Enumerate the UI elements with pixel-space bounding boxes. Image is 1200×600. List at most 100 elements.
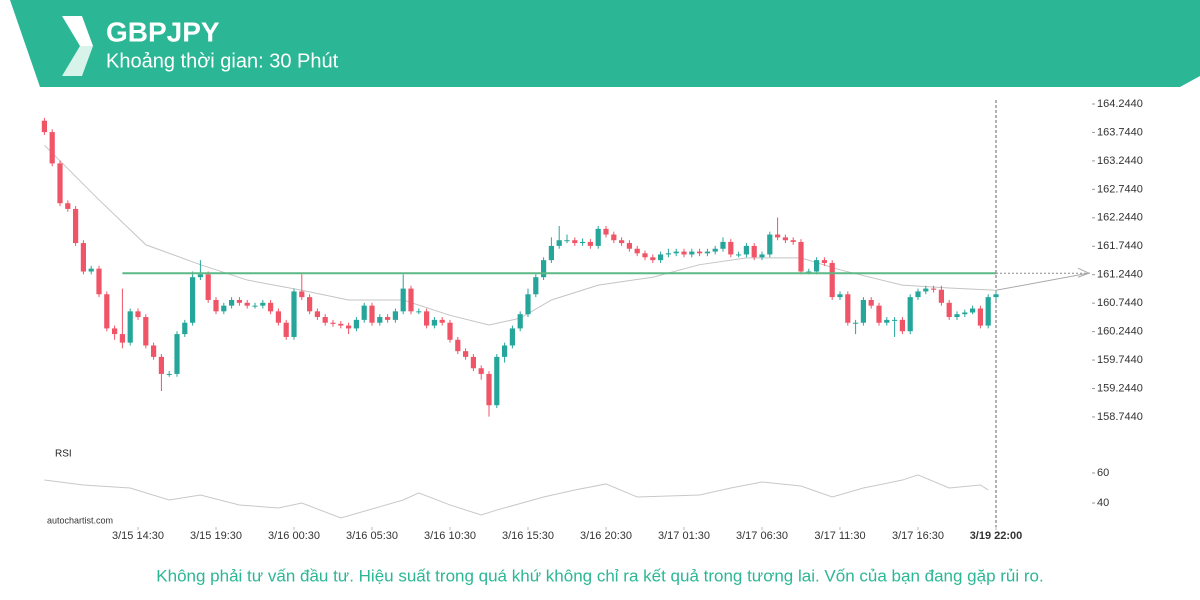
candle-body bbox=[158, 356, 164, 374]
candle-body bbox=[151, 345, 157, 357]
y-tick-label: 158.7440 bbox=[1097, 411, 1143, 423]
candle-body bbox=[385, 317, 391, 320]
candle-body bbox=[814, 260, 820, 272]
candle-body bbox=[322, 317, 328, 323]
candle-body bbox=[408, 288, 414, 312]
y-tick-label: 60 bbox=[1097, 467, 1109, 479]
candle-body bbox=[252, 305, 258, 307]
candle-body bbox=[213, 299, 219, 312]
candle-body bbox=[416, 311, 422, 313]
header-bar bbox=[10, 0, 1200, 87]
candle-body bbox=[751, 245, 757, 258]
candle-body bbox=[626, 243, 632, 249]
candle-body bbox=[580, 241, 586, 244]
x-tick-label: 3/15 19:30 bbox=[190, 530, 242, 542]
candle-body bbox=[829, 262, 835, 298]
y-tick-label: 159.7440 bbox=[1097, 354, 1143, 366]
y-tick-label: 161.2440 bbox=[1097, 269, 1143, 281]
candle-body bbox=[884, 319, 890, 323]
y-tick-label: 162.2440 bbox=[1097, 212, 1143, 224]
candle-body bbox=[642, 253, 648, 258]
candle-body bbox=[275, 311, 281, 323]
candle-body bbox=[665, 253, 671, 255]
x-tick-label: 3/19 22:00 bbox=[970, 530, 1023, 542]
candle-body bbox=[775, 234, 781, 238]
rsi-title: RSI bbox=[55, 449, 72, 460]
candle-body bbox=[970, 308, 976, 313]
forecast-arrow bbox=[995, 272, 1089, 291]
candle-body bbox=[455, 339, 461, 352]
y-tick-label: 159.2440 bbox=[1097, 382, 1143, 394]
candle-body bbox=[767, 234, 773, 255]
candle-body bbox=[283, 322, 289, 337]
x-tick-label: 3/17 01:30 bbox=[658, 530, 710, 542]
candle-body bbox=[104, 294, 110, 329]
candle-body bbox=[985, 297, 991, 326]
candle-body bbox=[49, 132, 55, 164]
candle-body bbox=[587, 241, 593, 246]
candle-body bbox=[868, 299, 874, 306]
title: GBPJPY bbox=[106, 16, 220, 47]
candle-body bbox=[650, 257, 656, 261]
candle-body bbox=[424, 311, 430, 326]
candle-body bbox=[431, 319, 437, 326]
candle-body bbox=[73, 208, 79, 244]
candle-body bbox=[876, 305, 882, 323]
candle-body bbox=[260, 302, 266, 306]
candle-body bbox=[502, 345, 508, 357]
candle-body bbox=[720, 241, 726, 249]
x-tick-label: 3/16 20:30 bbox=[580, 530, 632, 542]
candle-body bbox=[658, 254, 664, 261]
candle-body bbox=[400, 288, 406, 312]
candle-body bbox=[478, 368, 484, 374]
candle-body bbox=[673, 251, 679, 254]
candle-body bbox=[712, 248, 718, 252]
candle-body bbox=[790, 240, 796, 242]
candle-body bbox=[291, 291, 297, 337]
candle-body bbox=[533, 277, 539, 295]
candle-body bbox=[57, 163, 63, 204]
candle-body bbox=[759, 254, 765, 258]
candle-body bbox=[853, 322, 859, 324]
candle-body bbox=[525, 294, 531, 315]
candle-body bbox=[190, 277, 196, 323]
candle-body bbox=[338, 323, 344, 326]
candle-body bbox=[41, 120, 47, 133]
y-tick-label: 162.7440 bbox=[1097, 183, 1143, 195]
candle-body bbox=[931, 288, 937, 290]
candle-body bbox=[821, 260, 827, 263]
candle-body bbox=[299, 291, 305, 298]
candle-body bbox=[439, 319, 445, 323]
rsi-line bbox=[44, 474, 989, 519]
x-tick-label: 3/15 14:30 bbox=[112, 530, 164, 542]
y-tick-label: 160.7440 bbox=[1097, 297, 1143, 309]
candle-body bbox=[346, 325, 352, 329]
logo bbox=[62, 16, 93, 46]
x-tick-label: 3/16 00:30 bbox=[268, 530, 320, 542]
candle-body bbox=[244, 302, 250, 306]
candle-body bbox=[564, 240, 570, 242]
candle-body bbox=[541, 260, 547, 278]
disclaimer: Không phải tư vấn đầu tư. Hiệu suất tron… bbox=[156, 566, 1043, 585]
candle-body bbox=[697, 251, 703, 254]
candle-body bbox=[915, 291, 921, 298]
x-tick-label: 3/17 16:30 bbox=[892, 530, 944, 542]
candle-body bbox=[548, 245, 554, 261]
candle-body bbox=[619, 240, 625, 244]
candle-body bbox=[954, 314, 960, 318]
candle-body bbox=[447, 322, 453, 340]
candle-body bbox=[330, 322, 336, 324]
candle-body bbox=[353, 319, 359, 329]
candle-body bbox=[377, 317, 383, 323]
candle-body bbox=[837, 294, 843, 298]
candle-body bbox=[611, 234, 617, 241]
candle-body bbox=[572, 240, 578, 244]
y-tick-label: 163.7440 bbox=[1097, 126, 1143, 138]
candle-body bbox=[486, 373, 492, 406]
candle-body bbox=[603, 228, 609, 235]
candle-body bbox=[923, 288, 929, 292]
candle-body bbox=[798, 241, 804, 272]
candle-body bbox=[392, 311, 398, 320]
